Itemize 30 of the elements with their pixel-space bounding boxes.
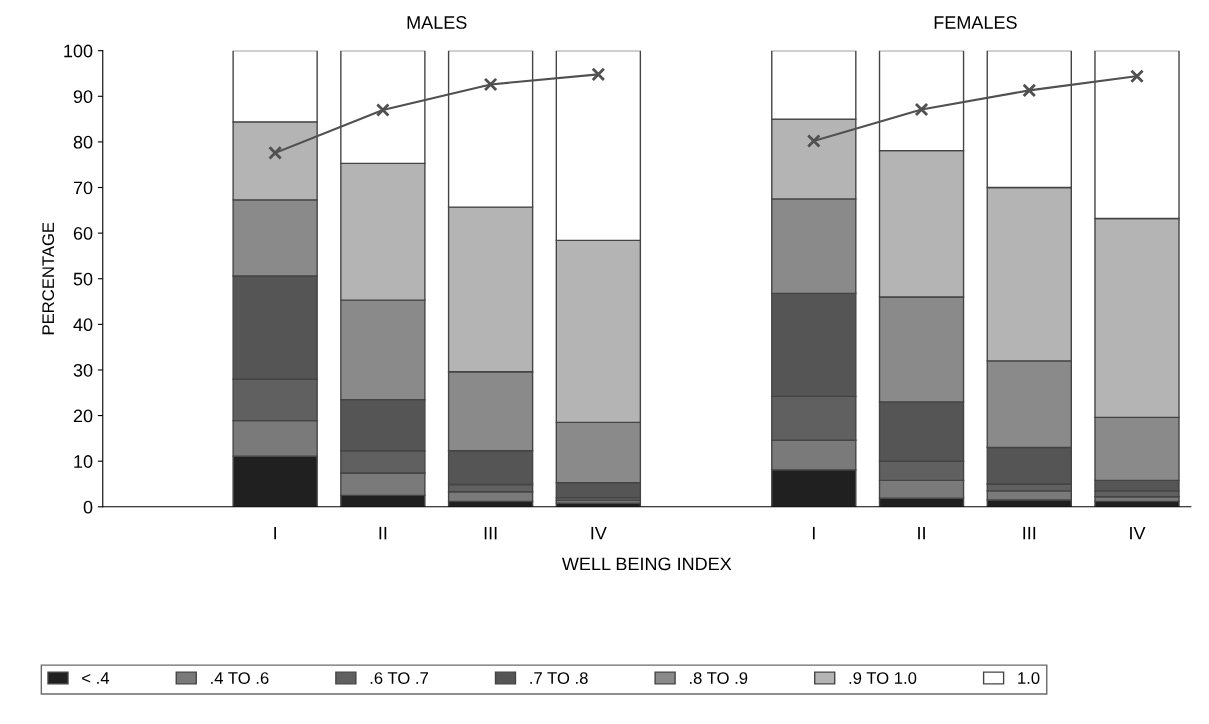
y-tick-label: 100 xyxy=(64,44,93,58)
y-tick-label: 0 xyxy=(83,500,93,514)
x-tick-label: IV xyxy=(591,526,607,540)
x-tick-label: III xyxy=(484,526,497,540)
y-tick-label: 20 xyxy=(73,409,93,423)
legend-label: 1.0 xyxy=(1018,672,1040,684)
y-axis-title: PERCENTAGE xyxy=(42,222,55,335)
y-tick-label: 70 xyxy=(73,181,93,195)
x-tick-label: II xyxy=(918,526,925,540)
y-tick-label: 30 xyxy=(73,363,93,377)
y-tick-label: 40 xyxy=(73,318,93,332)
y-tick-label: 90 xyxy=(73,90,93,104)
legend-label: .8 TO .9 xyxy=(689,672,748,684)
y-tick-label: 50 xyxy=(73,272,93,286)
x-tick-label: I xyxy=(274,526,276,540)
y-tick-label: 10 xyxy=(74,455,93,468)
legend-label: .7 TO .8 xyxy=(530,672,588,684)
y-tick-label: 80 xyxy=(73,135,93,149)
x-tick-label: I xyxy=(812,526,815,540)
text: MALES xyxy=(407,16,467,29)
x-tick-label: IV xyxy=(1130,526,1146,540)
x-tick-label: III xyxy=(1023,526,1036,540)
legend-label: .4 TO .6 xyxy=(211,672,269,684)
x-tick-label: II xyxy=(379,526,387,540)
legend-label: < .4 xyxy=(82,672,110,684)
y-tick-label: 60 xyxy=(73,227,93,240)
legend-label: .9 TO 1.0 xyxy=(849,672,917,684)
text: FEMALES xyxy=(934,16,1017,29)
legend-label: .6 TO .7 xyxy=(370,672,428,684)
x-axis-title: WELL BEING INDEX xyxy=(561,557,732,571)
